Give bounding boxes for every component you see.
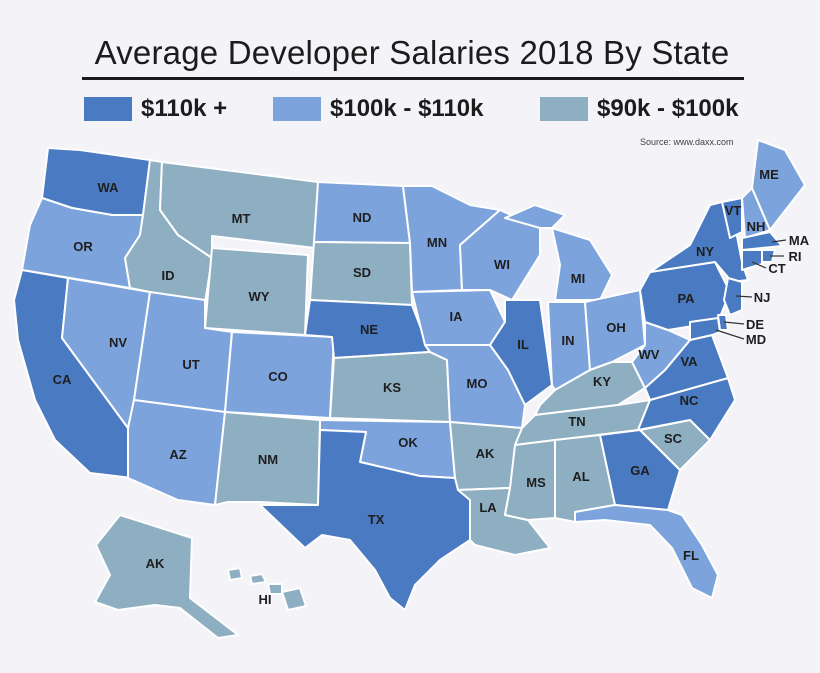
label-md: MD — [746, 332, 766, 347]
legend-item-high: $110k + — [84, 95, 228, 122]
legend-label-high: $110k + — [141, 95, 228, 122]
label-vt: VT — [725, 203, 742, 218]
label-me: ME — [759, 167, 779, 182]
label-id: ID — [162, 268, 175, 283]
label-wi: WI — [494, 257, 510, 272]
state-il[interactable] — [489, 299, 553, 406]
label-ny: NY — [696, 244, 714, 259]
label-ia: IA — [450, 309, 464, 324]
leader-md — [715, 329, 745, 340]
label-ga: GA — [630, 463, 650, 478]
label-mt: MT — [232, 211, 251, 226]
state-mi[interactable] — [551, 227, 613, 301]
label-ms: MS — [526, 475, 546, 490]
label-ky: KY — [593, 374, 611, 389]
title-underline — [82, 77, 744, 80]
label-or: OR — [73, 239, 93, 254]
state-tx[interactable] — [259, 429, 471, 611]
label-wy: WY — [249, 289, 270, 304]
label-az: AZ — [169, 447, 186, 462]
label-ks: KS — [383, 380, 401, 395]
label-va: VA — [680, 354, 698, 369]
label-mo: MO — [467, 376, 488, 391]
label-sd: SD — [353, 265, 371, 280]
state-oh[interactable] — [584, 289, 646, 371]
label-sc: SC — [664, 431, 683, 446]
legend-item-low: $90k - $100k — [540, 95, 739, 122]
state-wv[interactable] — [631, 321, 691, 389]
label-ak: AK — [146, 556, 165, 571]
state-wi[interactable] — [459, 209, 541, 301]
state-fl[interactable] — [574, 504, 719, 599]
label-nj: NJ — [754, 290, 771, 305]
state-mi-upper[interactable] — [504, 204, 566, 229]
label-nv: NV — [109, 335, 127, 350]
state-hi-island-4[interactable] — [281, 587, 307, 611]
legend-label-mid: $100k - $110k — [330, 95, 484, 122]
label-ca: CA — [53, 372, 72, 387]
label-nc: NC — [680, 393, 699, 408]
label-nm: NM — [258, 452, 278, 467]
source-credit: Source: www.daxx.com — [640, 137, 734, 147]
label-ut: UT — [182, 357, 199, 372]
legend-label-low: $90k - $100k — [597, 95, 739, 122]
label-al: AL — [572, 469, 589, 484]
leader-nj — [735, 295, 753, 298]
leader-ct — [751, 261, 767, 269]
label-mi: MI — [571, 271, 585, 286]
state-md[interactable] — [689, 317, 721, 341]
state-ak[interactable] — [94, 514, 239, 639]
state-hi-island-1[interactable] — [227, 567, 243, 581]
state-me[interactable] — [751, 139, 806, 231]
label-mn: MN — [427, 235, 447, 250]
label-nd: ND — [353, 210, 372, 225]
label-oh: OH — [606, 320, 626, 335]
legend-swatch-low — [540, 97, 588, 121]
state-vt[interactable] — [721, 197, 743, 239]
label-ok: OK — [398, 435, 418, 450]
state-hi-island-2[interactable] — [249, 573, 267, 585]
label-ne: NE — [360, 322, 378, 337]
label-de: DE — [746, 317, 764, 332]
label-tx: TX — [368, 512, 385, 527]
leader-ma — [771, 239, 787, 243]
label-co: CO — [268, 369, 288, 384]
label-ri: RI — [789, 249, 802, 264]
state-ma[interactable] — [741, 231, 783, 251]
label-ar: AK — [476, 446, 495, 461]
label-il: IL — [517, 337, 529, 352]
label-tn: TN — [568, 414, 585, 429]
label-wa: WA — [98, 180, 120, 195]
label-wv: WV — [639, 347, 660, 362]
label-nh: NH — [747, 219, 766, 234]
state-nj[interactable] — [723, 277, 743, 316]
label-hi: HI — [259, 592, 272, 607]
legend-swatch-mid — [273, 97, 321, 121]
state-ct[interactable] — [741, 249, 763, 271]
legend-swatch-high — [84, 97, 132, 121]
map-title: Average Developer Salaries 2018 By State — [94, 34, 730, 71]
label-pa: PA — [677, 291, 695, 306]
leader-de — [723, 321, 745, 325]
label-fl: FL — [683, 548, 699, 563]
legend-item-mid: $100k - $110k — [273, 95, 484, 122]
label-in: IN — [562, 333, 575, 348]
label-la: LA — [479, 500, 497, 515]
label-ct: CT — [768, 261, 785, 276]
label-ma: MA — [789, 233, 810, 248]
